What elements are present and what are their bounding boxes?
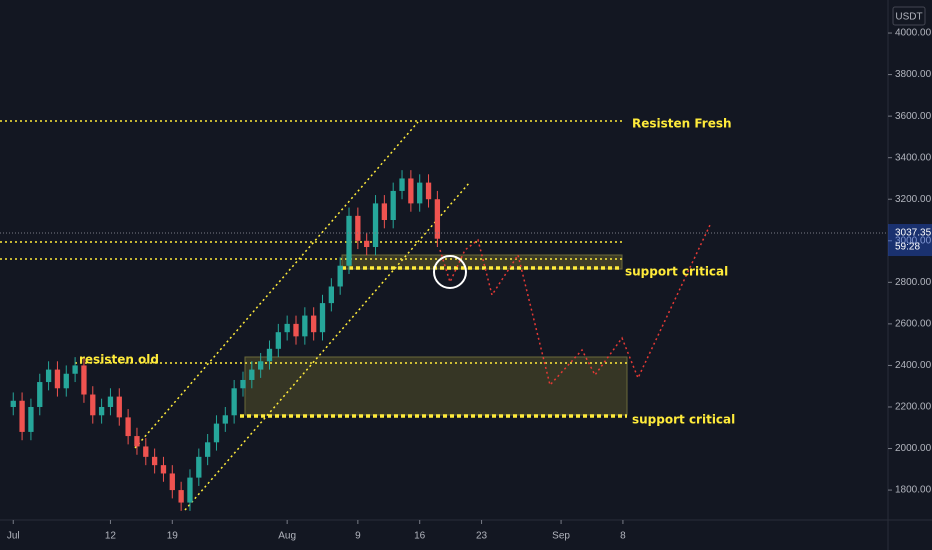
- candle-body: [19, 400, 25, 432]
- y-tick-label: 3000.00: [895, 235, 932, 246]
- y-tick-label: 2400.00: [895, 360, 932, 371]
- plot: [10, 170, 441, 511]
- candle-body: [381, 203, 388, 221]
- candle-body: [434, 199, 441, 239]
- zone-box: [244, 356, 628, 416]
- candle-body: [284, 323, 290, 333]
- x-tick-label: 8: [620, 531, 626, 542]
- candle-body: [293, 323, 299, 337]
- candle-body: [45, 369, 52, 383]
- candle-body: [408, 178, 414, 204]
- candle-body: [134, 436, 140, 447]
- candle-body: [107, 396, 114, 407]
- y-tick-label: 2600.00: [895, 319, 932, 330]
- candle-body: [222, 415, 228, 424]
- candle-body: [249, 369, 255, 380]
- x-tick-label: 16: [414, 531, 426, 542]
- y-tick-label: 4000.00: [895, 28, 932, 39]
- candle-body: [116, 396, 122, 418]
- x-tick-label: 19: [167, 531, 179, 542]
- candle-body: [72, 365, 78, 374]
- candle-body: [275, 332, 281, 349]
- last-price-label: 3037.35: [895, 228, 932, 239]
- last-price-box: [888, 224, 932, 257]
- candle-body: [364, 240, 370, 248]
- candle-body: [143, 446, 149, 457]
- channel-line: [134, 121, 419, 449]
- y-tick-label: 3600.00: [895, 111, 932, 122]
- currency-label: USDT: [895, 12, 922, 23]
- candle-body: [187, 477, 193, 503]
- candle-body: [266, 348, 273, 362]
- candle-body: [151, 456, 158, 466]
- y-tick-label: 2000.00: [895, 443, 932, 454]
- candle-body: [390, 190, 396, 221]
- candle-body: [37, 382, 43, 407]
- y-tick-label: 2800.00: [895, 277, 932, 288]
- candle-body: [204, 442, 211, 457]
- candle-body: [231, 388, 237, 416]
- candle-body: [196, 456, 202, 478]
- candle-body: [81, 365, 87, 395]
- candle-body: [417, 182, 423, 204]
- annotation: resisten old: [79, 353, 159, 367]
- currency-box: [892, 6, 926, 26]
- candle-body: [63, 373, 69, 389]
- candle-body: [258, 361, 264, 370]
- candle-body: [90, 394, 96, 416]
- candle-body: [399, 178, 405, 191]
- y-tick-label: 3200.00: [895, 194, 932, 205]
- x-tick-label: Sep: [552, 531, 570, 542]
- y-tick-label: 3400.00: [895, 152, 932, 163]
- candle-body: [28, 406, 34, 432]
- candle-body: [160, 465, 167, 474]
- candle-body: [372, 203, 379, 248]
- candle-body: [319, 303, 326, 333]
- y-tick-label: 2200.00: [895, 402, 932, 413]
- highlight-circle: [433, 255, 467, 289]
- candle-body: [213, 423, 220, 443]
- x-tick-label: 9: [355, 531, 361, 542]
- y-tick-label: 1800.00: [895, 485, 932, 496]
- candle-body: [425, 182, 432, 200]
- y-tick-label: 3800.00: [895, 69, 932, 80]
- candle-body: [302, 315, 308, 337]
- projection-path: [439, 224, 711, 387]
- candle-body: [240, 379, 246, 389]
- candle-body: [346, 215, 352, 266]
- annotation: Resisten Fresh: [632, 117, 732, 131]
- candle-body: [328, 286, 334, 304]
- annotation: support critical: [632, 413, 735, 427]
- candle-body: [355, 215, 361, 241]
- x-tick-label: Aug: [278, 531, 296, 542]
- annotation: support critical: [625, 265, 728, 279]
- candle-body: [311, 315, 317, 333]
- candle-body: [98, 406, 105, 416]
- candle-body: [337, 265, 343, 287]
- candle-body: [10, 400, 16, 407]
- x-tick-label: 12: [105, 531, 117, 542]
- countdown-label: 59:28: [895, 242, 920, 253]
- x-tick-label: Jul: [7, 531, 20, 542]
- candle-body: [178, 490, 184, 503]
- candle-body: [169, 473, 175, 491]
- candle-body: [125, 417, 131, 437]
- candle-body: [54, 369, 61, 389]
- x-tick-label: 23: [476, 531, 488, 542]
